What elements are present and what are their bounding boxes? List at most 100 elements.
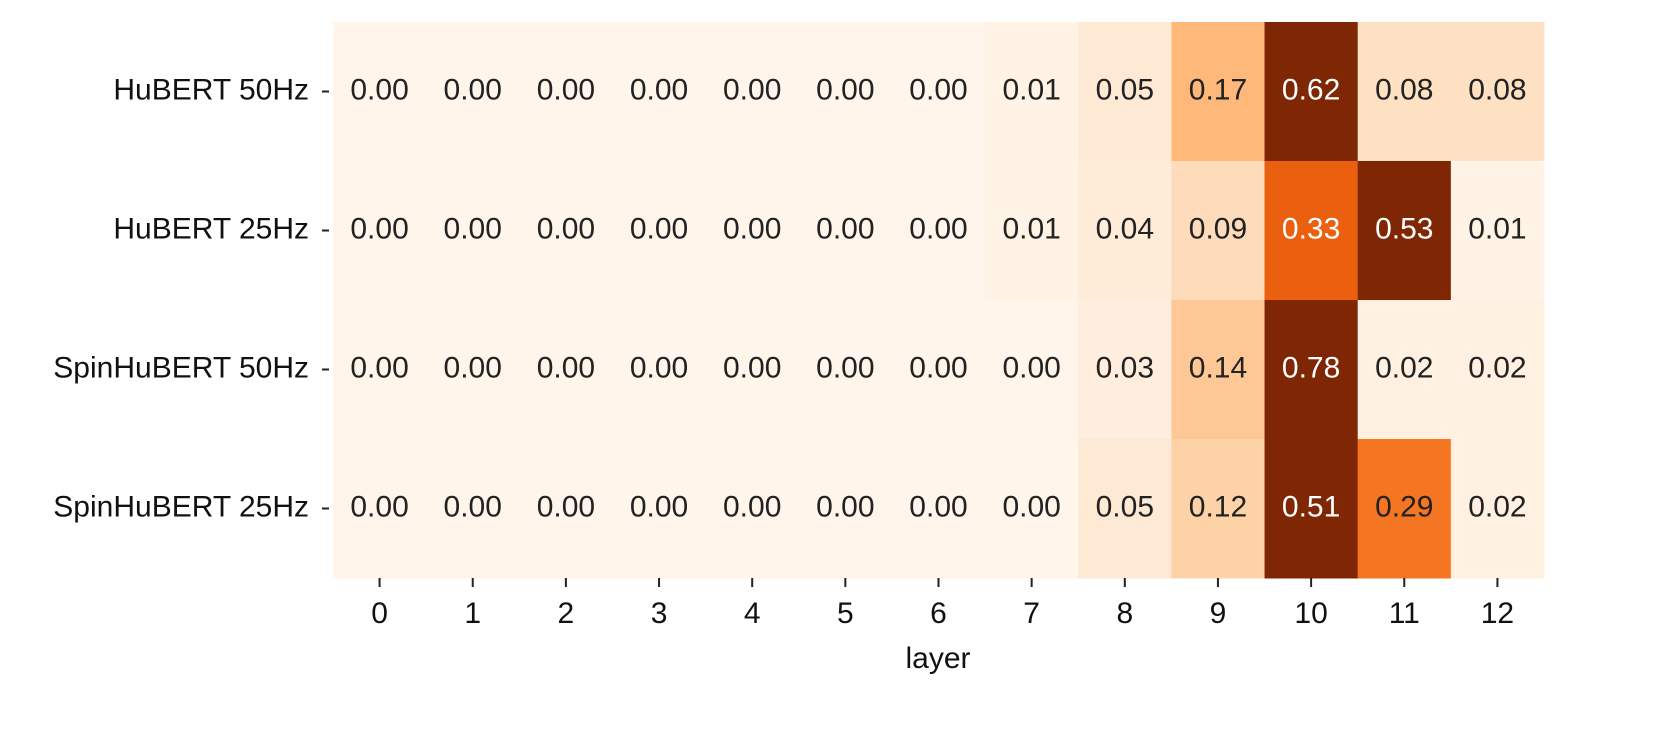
heatmap-cell (612, 439, 707, 579)
heatmap-cell (798, 439, 893, 579)
cell-label: 0.00 (909, 490, 967, 523)
x-tick-label: 11 (1389, 597, 1420, 630)
heatmap-cell (1357, 22, 1452, 162)
x-tick-label: 8 (1116, 597, 1133, 630)
heatmap-cell (519, 22, 613, 162)
x-axis-label: layer (905, 642, 970, 675)
cell-label: 0.00 (816, 351, 874, 384)
heatmap-cell (426, 300, 520, 440)
cell-label: 0.05 (1096, 73, 1154, 106)
cell-label: 0.00 (630, 73, 688, 106)
cell-label: 0.00 (444, 351, 502, 384)
cell-label: 0.17 (1189, 73, 1247, 106)
cell-label: 0.00 (444, 212, 502, 245)
x-tick-label: 12 (1481, 597, 1514, 630)
heatmap-cell (333, 300, 427, 440)
heatmap-cell (1264, 439, 1359, 579)
cell-label: 0.01 (1002, 212, 1060, 245)
cell-label: 0.00 (816, 73, 874, 106)
heatmap-cell (891, 300, 986, 440)
heatmap-cell (426, 161, 520, 301)
heatmap-cell (985, 300, 1079, 440)
heatmap-cell (1264, 161, 1359, 301)
cell-label: 0.03 (1096, 351, 1154, 384)
heatmap-cell (1171, 161, 1266, 301)
cell-label: 0.14 (1189, 351, 1247, 384)
cell-label: 0.00 (444, 490, 502, 523)
cell-label: 0.33 (1282, 212, 1340, 245)
cell-label: 0.00 (909, 73, 967, 106)
cell-label: 0.00 (350, 490, 408, 523)
cell-label: 0.00 (723, 490, 781, 523)
x-tick-label: 7 (1023, 597, 1040, 630)
heatmap-cell (1357, 161, 1452, 301)
heatmap-cell (985, 439, 1079, 579)
cell-label: 0.00 (1002, 490, 1060, 523)
heatmap-cell (1078, 22, 1172, 162)
heatmap-cell (1171, 300, 1266, 440)
cell-label: 0.00 (537, 212, 595, 245)
heatmap-cell (519, 161, 613, 301)
cell-label: 0.00 (723, 73, 781, 106)
heatmap-cell (705, 161, 800, 301)
x-tick-label: 0 (371, 597, 388, 630)
cell-label: 0.09 (1189, 212, 1247, 245)
heatmap-cell (1171, 22, 1266, 162)
x-tick-label: 4 (744, 597, 761, 630)
cell-label: 0.02 (1375, 351, 1433, 384)
heatmap-cell (519, 300, 613, 440)
heatmap-cell (705, 300, 800, 440)
heatmap-cell (1078, 439, 1172, 579)
cell-label: 0.00 (537, 351, 595, 384)
cell-label: 0.08 (1468, 73, 1526, 106)
cell-label: 0.00 (350, 351, 408, 384)
heatmap-cell (333, 22, 427, 162)
y-tick-label: HuBERT 50Hz (113, 73, 309, 106)
heatmap-cell (612, 161, 707, 301)
x-tick-label: 5 (837, 597, 854, 630)
cell-label: 0.00 (350, 73, 408, 106)
x-tick-label: 1 (464, 597, 481, 630)
heatmap-cell (426, 439, 520, 579)
heatmap-cell (333, 439, 427, 579)
x-tick-label: 2 (558, 597, 575, 630)
cell-label: 0.00 (1002, 351, 1060, 384)
x-tick-label: 9 (1210, 597, 1227, 630)
heatmap-cell (1357, 300, 1452, 440)
heatmap-cell (705, 439, 800, 579)
cell-label: 0.00 (537, 490, 595, 523)
cell-label: 0.00 (444, 73, 502, 106)
heatmap-cell (1264, 22, 1359, 162)
cell-label: 0.00 (630, 351, 688, 384)
heatmap-cell (1357, 439, 1452, 579)
heatmap-cell (705, 22, 800, 162)
heatmap-cell (798, 161, 893, 301)
cell-label: 0.12 (1189, 490, 1247, 523)
cell-label: 0.01 (1002, 73, 1060, 106)
cell-label: 0.01 (1468, 212, 1526, 245)
cell-label: 0.08 (1375, 73, 1433, 106)
cell-label: 0.62 (1282, 73, 1340, 106)
cell-label: 0.00 (630, 490, 688, 523)
heatmap-cell (612, 22, 707, 162)
heatmap-cell (333, 161, 427, 301)
cell-label: 0.29 (1375, 490, 1433, 523)
heatmap-cell (985, 161, 1079, 301)
heatmap-cell (1450, 439, 1545, 579)
cell-label: 0.04 (1096, 212, 1154, 245)
heatmap-cell (891, 439, 986, 579)
cell-label: 0.00 (909, 351, 967, 384)
heatmap-cell (612, 300, 707, 440)
heatmap-cell (891, 22, 986, 162)
y-tick-label: SpinHuBERT 25Hz (53, 490, 309, 523)
cell-label: 0.00 (816, 212, 874, 245)
x-tick-label: 6 (930, 597, 947, 630)
heatmap-cell (426, 22, 520, 162)
cell-label: 0.53 (1375, 212, 1433, 245)
heatmap-cell (1078, 161, 1172, 301)
heatmap-cell (798, 300, 893, 440)
cell-label: 0.02 (1468, 351, 1526, 384)
cell-label: 0.02 (1468, 490, 1526, 523)
heatmap-cell (1078, 300, 1172, 440)
